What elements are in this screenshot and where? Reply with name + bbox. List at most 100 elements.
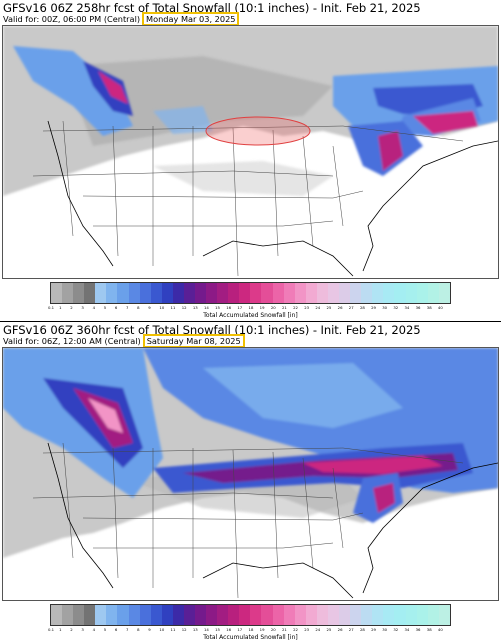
colorbar-swatch (383, 605, 395, 625)
colorbar-tick-label: 22 (293, 627, 298, 632)
colorbar-swatch (51, 605, 63, 625)
snowfall-map-graphic (3, 348, 498, 599)
panel-title: GFSv16 06Z 360hr fcst of Total Snowfall … (3, 323, 421, 337)
colorbar-swatch (339, 605, 351, 625)
colorbar-swatch (416, 283, 428, 303)
colorbar-tick-label: 23 (304, 627, 310, 632)
colorbar-tick-label: 23 (304, 305, 310, 310)
colorbar-swatch (283, 283, 295, 303)
colorbar-swatch (95, 605, 107, 625)
colorbar-tick-label: 13 (192, 627, 198, 632)
colorbar-swatch (106, 605, 118, 625)
colorbar-swatch (272, 605, 284, 625)
colorbar-swatch (372, 605, 384, 625)
colorbar-swatch (383, 283, 395, 303)
colorbar-swatch (405, 283, 417, 303)
colorbar-swatch (305, 283, 317, 303)
snowfall-map (2, 347, 499, 601)
colorbar-swatch (316, 605, 328, 625)
colorbar-ticks: 0.1 1 2 3 4 5 6 7 8 9 10 11 12 13 14 15 16 17 18 19 20 21 22 23… (48, 305, 451, 312)
colorbar-swatch (161, 605, 173, 625)
colorbar-tick-label: 32 (393, 627, 399, 632)
colorbar-tick-label: 29 (371, 305, 376, 310)
colorbar-swatch (206, 605, 218, 625)
colorbar-swatch (316, 283, 328, 303)
colorbar-tick-label: 26 (337, 627, 343, 632)
colorbar-swatch (106, 283, 118, 303)
colorbar-tick-label: 2 (70, 627, 73, 632)
colorbar-swatch (183, 283, 196, 303)
colorbar-swatch (161, 283, 173, 303)
colorbar-tick-label: 3 (81, 627, 84, 632)
colorbar-tick-label: 38 (426, 627, 432, 632)
snowfall-map-graphic (3, 26, 498, 277)
colorbar-swatch (305, 605, 317, 625)
colorbar-tick-label: 29 (371, 627, 376, 632)
colorbar-tick-label: 10 (159, 627, 165, 632)
colorbar-tick-label: 11 (170, 627, 176, 632)
colorbar-tick-label: 19 (259, 627, 265, 632)
colorbar-tick-label: 15 (215, 305, 220, 310)
colorbar-swatch (239, 605, 251, 625)
colorbar-tick-label: 38 (426, 305, 432, 310)
colorbar-tick-label: 17 (237, 627, 243, 632)
forecast-panel-360hr: GFSv16 06Z 360hr fcst of Total Snowfall … (0, 321, 501, 642)
colorbar-swatch (217, 283, 229, 303)
colorbar-swatch (361, 283, 373, 303)
colorbar-swatch (117, 283, 129, 303)
colorbar-tick-label: 24 (315, 305, 321, 310)
colorbar-tick-label: 26 (337, 305, 343, 310)
colorbar-swatch (283, 605, 295, 625)
colorbar-swatch (405, 605, 417, 625)
colorbar-tick-label: 5 (103, 627, 107, 632)
colorbar-swatch (217, 605, 229, 625)
colorbar-swatch (228, 605, 240, 625)
colorbar-swatch (327, 605, 340, 625)
colorbar-swatch (128, 283, 140, 303)
colorbar-tick-label: 21 (281, 305, 287, 310)
colorbar-swatches (50, 282, 451, 304)
colorbar-swatch (250, 283, 262, 303)
colorbar-swatch (294, 605, 306, 625)
colorbar-tick-label: 6 (114, 627, 118, 632)
panel-title: GFSv16 06Z 258hr fcst of Total Snowfall … (3, 1, 421, 15)
colorbar-tick-label: 34 (404, 627, 410, 632)
colorbar-swatch (250, 605, 262, 625)
colorbar-tick-label: 21 (281, 627, 287, 632)
colorbar-tick-label: 40 (437, 627, 443, 632)
colorbar-tick-label: 36 (415, 305, 421, 310)
colorbar-swatch (73, 605, 85, 625)
colorbar-tick-label: 9 (148, 305, 151, 310)
colorbar-tick-label: 16 (226, 627, 232, 632)
colorbar-tick-label: 0.1 (48, 305, 55, 310)
colorbar-tick-label: 28 (359, 627, 365, 632)
colorbar-tick-label: 8 (137, 305, 140, 310)
colorbar-swatch (261, 283, 273, 303)
colorbar-tick-label: 22 (293, 305, 298, 310)
colorbar-swatch (51, 283, 63, 303)
colorbar-tick-label: 9 (148, 627, 151, 632)
colorbar-tick-label: 20 (270, 305, 276, 310)
colorbar-swatch (62, 283, 74, 303)
colorbar-swatch (438, 283, 450, 303)
colorbar-tick-label: 28 (359, 305, 365, 310)
colorbar-swatch (394, 283, 406, 303)
snowfall-map (2, 25, 499, 279)
colorbar-swatch (427, 283, 439, 303)
colorbar-label: Total Accumulated Snowfall [in] (203, 312, 298, 319)
colorbar-swatch (438, 605, 450, 625)
valid-date-highlight: Monday Mar 03, 2025 (142, 12, 240, 26)
colorbar-tick-label: 24 (315, 627, 321, 632)
colorbar-tick-label: 13 (192, 305, 198, 310)
colorbar-tick-label: 30 (382, 627, 388, 632)
colorbar-tick-label: 27 (348, 305, 354, 310)
colorbar-swatch (394, 605, 406, 625)
colorbar-tick-label: 12 (181, 627, 187, 632)
colorbar-tick-label: 18 (248, 305, 254, 310)
colorbar-tick-label: 4 (92, 627, 95, 632)
colorbar-ticks: 0.1 1 2 3 4 5 6 7 8 9 10 11 12 13 14 15 16 17 18 19 20 21 22 23… (48, 627, 451, 634)
colorbar-swatch (62, 605, 74, 625)
colorbar-swatch (195, 283, 207, 303)
valid-prefix: Valid for: 00Z, 06:00 PM (Central) (3, 14, 141, 24)
colorbar-swatch (272, 283, 284, 303)
